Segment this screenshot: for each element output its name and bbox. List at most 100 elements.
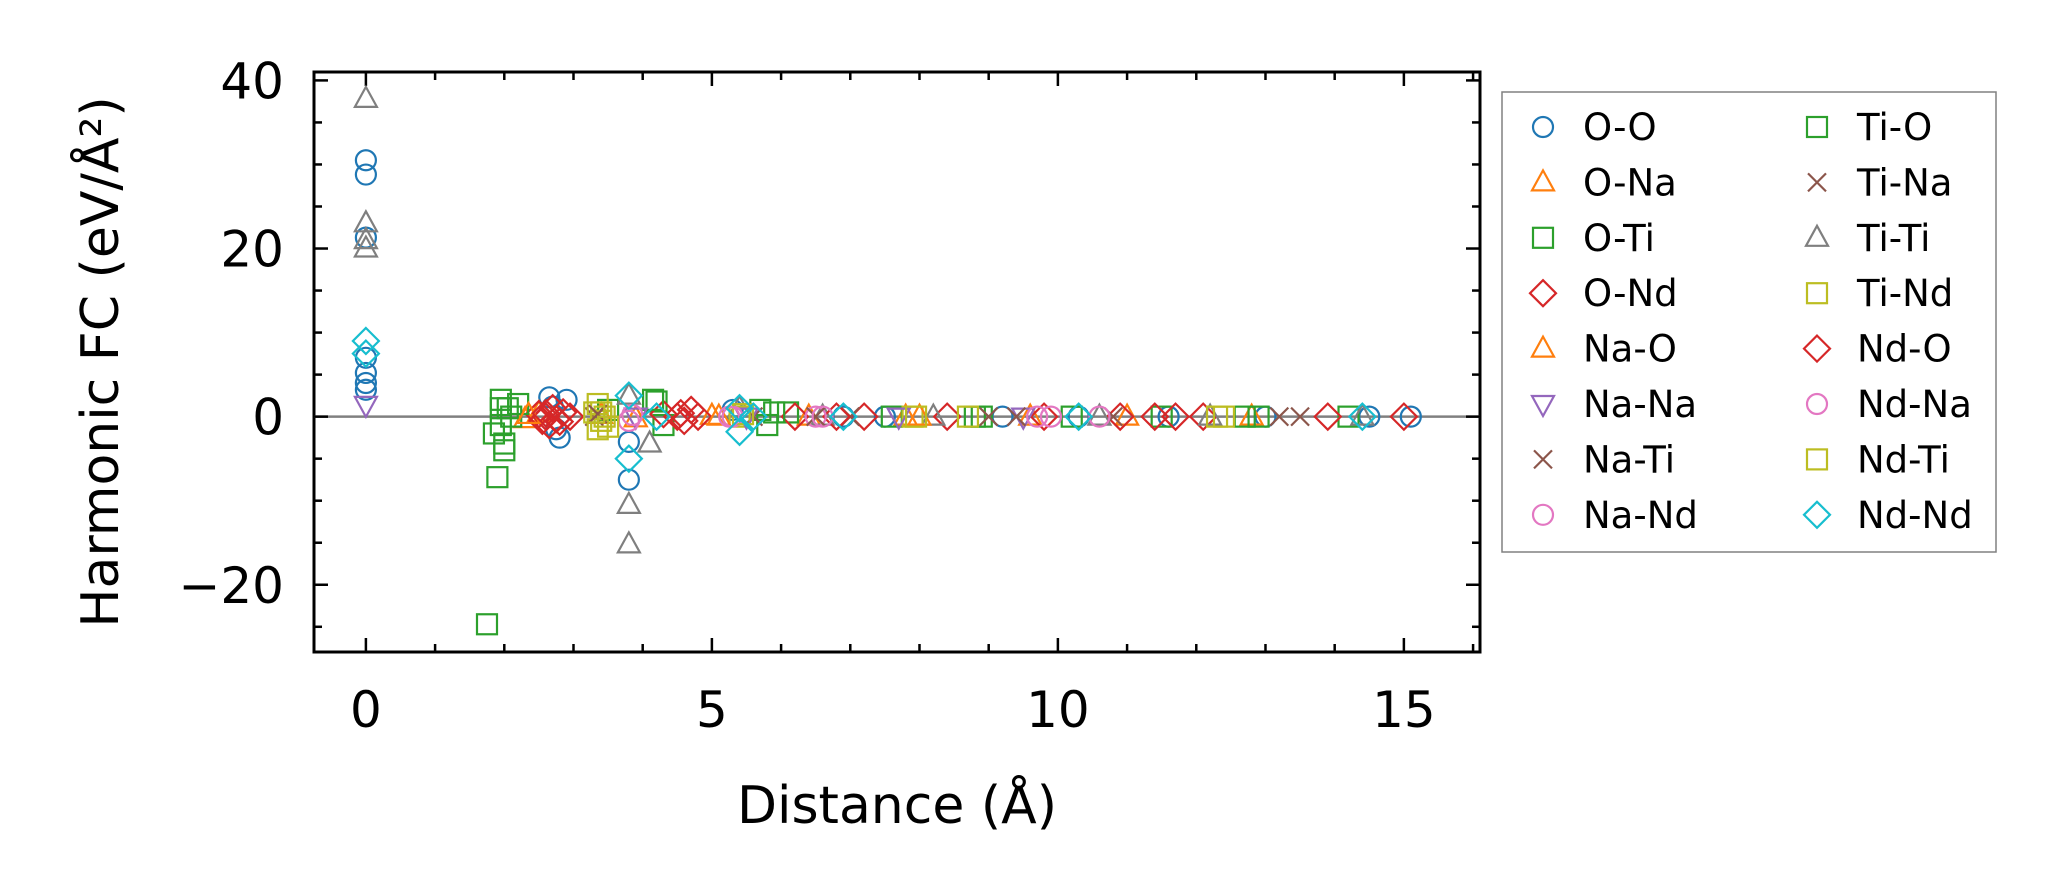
y-tick-label: 40 [220,52,284,110]
data-point-na-o [705,402,732,426]
series-nd-nd [351,326,1377,474]
legend-item-na-na: Na-Na [1530,383,1697,426]
data-point-o-nd [1313,402,1343,432]
data-point-o-ti [756,413,779,437]
data-point-nd-o [545,407,575,437]
legend-label: O-Nd [1583,272,1678,315]
data-point-nd-o [531,398,561,428]
data-point-ti-ti [615,490,642,514]
data-point-o-na [1238,402,1265,426]
x-tick-label: 15 [1372,681,1436,739]
data-point-ti-ti [1086,402,1113,426]
data-point-na-ti [1269,406,1290,427]
y-tick-label: −20 [178,557,284,615]
data-point-o-ti [1150,405,1173,428]
data-point-o-ti [776,401,800,424]
y-axis-label: Harmonic FC (eV/Å²) [69,96,131,627]
data-point-nd-na [1088,405,1111,428]
x-tick-label: 5 [696,681,728,739]
legend-item-na-nd: Na-Nd [1531,494,1698,537]
data-point-nd-nd [738,402,768,432]
data-point-o-nd [1105,402,1135,432]
data-point-o-ti [475,613,499,636]
data-point-nd-na [804,405,827,428]
data-point-nd-nd [614,381,644,411]
data-point-ti-o [763,401,786,424]
legend-marker [1807,172,1827,193]
data-point-nd-nd [1064,402,1094,432]
data-point-na-na [353,395,379,420]
data-point-nd-o [1160,402,1191,432]
data-point-ti-ti [615,530,642,554]
data-point-ti-ti [615,381,642,405]
data-point-o-ti [1247,405,1270,428]
legend-marker [1804,223,1830,247]
data-point-ti-ti [920,402,947,426]
data-point-nd-na [1026,405,1049,428]
legend-marker [1802,334,1832,364]
legend-item-o-nd: O-Nd [1528,272,1678,315]
data-point-ti-ti [636,429,663,453]
data-point-o-o [1399,405,1422,428]
data-point-ti-o [641,388,665,411]
data-point-nd-o [1029,402,1059,432]
series-ti-ti [353,84,1376,554]
x-axis-label: Distance (Å) [737,774,1057,836]
legend-marker [1530,168,1556,192]
legend-marker [1530,394,1556,419]
legend: O-O O-Na O-Ti O-Nd Na-O Na-Na Na-Ti Na-Nd Ti-O Ti… [1501,91,1997,553]
legend-marker [1533,449,1553,470]
legend-marker [1528,278,1558,308]
data-point-ti-ti [1349,402,1376,426]
data-point-o-nd [780,402,810,432]
legend-marker [1531,115,1555,139]
legend-item-nd-o: Nd-O [1802,328,1952,371]
series-nd-o [531,398,1191,437]
legend-label: Ti-Ti [1856,217,1930,260]
data-point-ti-nd [956,405,980,428]
data-point-ti-ti [353,234,379,258]
data-point-o-nd [683,402,713,432]
legend-marker [1531,503,1555,526]
data-point-nd-nd [828,402,858,432]
data-point-na-ti [1006,406,1027,427]
data-point-ti-nd [728,405,751,428]
legend-label: Ti-Na [1856,161,1952,204]
legend-item-ti-ti: Ti-Ti [1804,217,1930,260]
legend-item-ti-o: Ti-O [1805,106,1932,149]
legend-marker [1805,115,1829,139]
legend-label: Na-Nd [1583,494,1698,537]
data-point-ti-na [978,406,999,427]
data-point-nd-o [821,402,852,432]
legend-frame [1501,91,1997,553]
data-point-o-ti [1337,405,1360,428]
legend-marker [1531,226,1555,249]
data-point-ti-na [1290,406,1310,427]
legend-item-nd-nd: Nd-Nd [1802,494,1973,537]
legend-marker [1805,392,1829,416]
data-point-o-o [354,149,377,172]
data-point-nd-nd [351,339,381,369]
data-point-na-nd [811,405,834,428]
data-point-nd-ti [583,401,606,424]
data-point-na-ti [805,406,826,427]
data-point-ti-o [489,397,512,420]
data-point-o-nd [538,393,568,423]
legend-label: Ti-O [1856,106,1932,149]
data-point-nd-o [666,398,696,428]
y-tick-label: 20 [220,221,284,279]
data-point-nd-nd [641,402,672,432]
data-point-o-ti [652,413,675,437]
data-point-ti-ti [1197,402,1223,426]
legend-label: O-O [1583,106,1657,149]
data-point-o-o [354,361,377,385]
data-point-ti-ti [353,225,379,250]
x-tick-label: 10 [1026,681,1090,739]
data-point-o-ti [645,390,668,413]
data-point-o-o [617,430,640,453]
data-point-o-nd [1188,402,1218,432]
legend-marker [1805,282,1829,305]
legend-item-nd-na: Nd-Na [1805,383,1972,426]
legend-label: Na-O [1583,328,1677,371]
